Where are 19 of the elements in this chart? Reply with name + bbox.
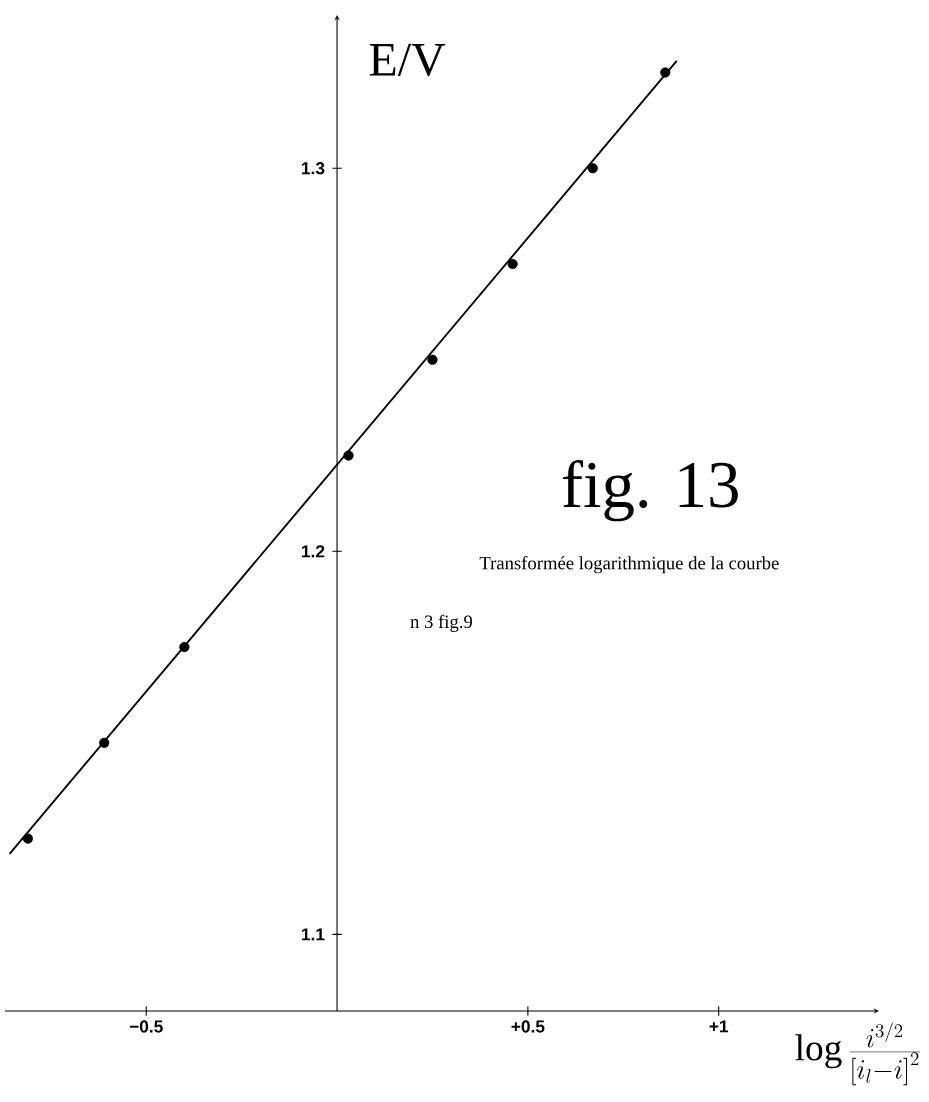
- point: [179, 642, 190, 653]
- point: [660, 67, 671, 78]
- point: [22, 833, 33, 844]
- annotation: Transformée logarithmique de la courbe: [479, 556, 779, 574]
- y-tick-label: 1.3: [301, 162, 325, 175]
- point: [427, 354, 438, 365]
- y-tick-label: 1.1: [301, 928, 325, 941]
- point: [343, 450, 354, 461]
- point: [507, 258, 518, 270]
- annotation: n 3 fig.9: [410, 614, 473, 632]
- y-tick-label: 1.2: [301, 545, 325, 558]
- y-axis-title: E/V: [369, 43, 446, 77]
- x-tick-label: +1: [709, 1020, 729, 1033]
- x-tick-label: +0.5: [511, 1020, 545, 1033]
- text: fig. 13: [562, 459, 738, 522]
- x-axis-title: $\log \frac{i^{3/2}}{\left[i_{l} - i\right]^{2}}$: [795, 1022, 921, 1086]
- point: [99, 737, 110, 748]
- point: [587, 163, 598, 174]
- x-tick-label: −0.5: [129, 1020, 163, 1033]
